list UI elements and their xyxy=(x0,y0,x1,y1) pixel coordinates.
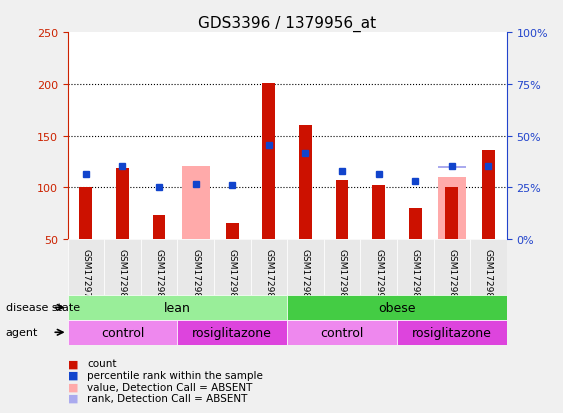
Text: control: control xyxy=(101,326,144,339)
FancyBboxPatch shape xyxy=(214,240,251,295)
Text: percentile rank within the sample: percentile rank within the sample xyxy=(87,370,263,380)
Text: lean: lean xyxy=(164,301,191,314)
FancyBboxPatch shape xyxy=(251,240,287,295)
Bar xyxy=(262,83,275,240)
Text: count: count xyxy=(87,358,117,368)
Text: GSM172988: GSM172988 xyxy=(484,248,493,303)
Text: GSM172989: GSM172989 xyxy=(338,248,346,303)
Bar xyxy=(116,169,129,240)
Text: GSM172982: GSM172982 xyxy=(191,248,200,302)
Bar xyxy=(336,181,348,240)
FancyBboxPatch shape xyxy=(68,240,104,295)
Text: GSM172986: GSM172986 xyxy=(448,248,456,303)
Text: value, Detection Call = ABSENT: value, Detection Call = ABSENT xyxy=(87,382,253,392)
FancyBboxPatch shape xyxy=(324,240,360,295)
FancyBboxPatch shape xyxy=(287,240,324,295)
FancyBboxPatch shape xyxy=(177,320,287,345)
Text: GSM172981: GSM172981 xyxy=(155,248,163,303)
Text: ■: ■ xyxy=(68,358,78,368)
Text: GSM172987: GSM172987 xyxy=(301,248,310,303)
Title: GDS3396 / 1379956_at: GDS3396 / 1379956_at xyxy=(198,16,376,32)
FancyBboxPatch shape xyxy=(470,240,507,295)
Text: disease state: disease state xyxy=(6,303,80,313)
FancyBboxPatch shape xyxy=(397,240,434,295)
FancyBboxPatch shape xyxy=(141,240,177,295)
FancyBboxPatch shape xyxy=(287,295,507,320)
FancyBboxPatch shape xyxy=(360,240,397,295)
Bar xyxy=(226,223,239,240)
Bar xyxy=(445,188,458,240)
Text: rank, Detection Call = ABSENT: rank, Detection Call = ABSENT xyxy=(87,393,248,403)
Bar xyxy=(372,186,385,240)
FancyBboxPatch shape xyxy=(397,320,507,345)
FancyBboxPatch shape xyxy=(434,240,470,295)
FancyBboxPatch shape xyxy=(177,240,214,295)
Text: GSM172980: GSM172980 xyxy=(118,248,127,303)
Bar xyxy=(409,209,422,240)
Bar xyxy=(153,216,166,240)
FancyBboxPatch shape xyxy=(287,320,397,345)
Bar xyxy=(437,166,466,169)
FancyBboxPatch shape xyxy=(104,240,141,295)
Text: ■: ■ xyxy=(68,370,78,380)
Text: rosiglitazone: rosiglitazone xyxy=(412,326,491,339)
Text: GSM172990: GSM172990 xyxy=(374,248,383,303)
Text: ■: ■ xyxy=(68,393,78,403)
Bar xyxy=(437,178,466,240)
Bar xyxy=(79,188,92,240)
Text: GSM172983: GSM172983 xyxy=(228,248,236,303)
Bar xyxy=(299,126,312,240)
Text: GSM172985: GSM172985 xyxy=(411,248,419,303)
Text: agent: agent xyxy=(6,328,38,337)
FancyBboxPatch shape xyxy=(68,295,287,320)
FancyBboxPatch shape xyxy=(68,320,177,345)
Bar xyxy=(482,151,495,240)
Text: obese: obese xyxy=(378,301,415,314)
Text: control: control xyxy=(320,326,364,339)
Bar xyxy=(181,166,210,240)
Text: ■: ■ xyxy=(68,382,78,392)
Text: GSM172984: GSM172984 xyxy=(265,248,273,302)
Text: GSM172979: GSM172979 xyxy=(82,248,90,303)
Text: rosiglitazone: rosiglitazone xyxy=(193,326,272,339)
